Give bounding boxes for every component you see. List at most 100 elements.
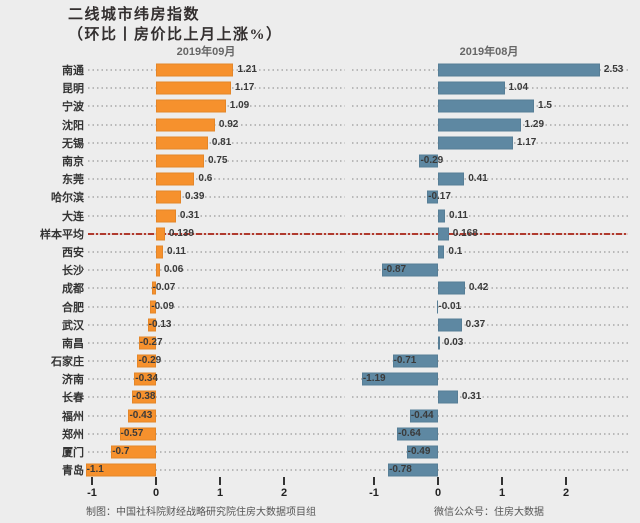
- value-bar: [156, 118, 215, 132]
- chart-row: 福州 -0.43 -0.44: [0, 407, 640, 425]
- dotted-leader-line: [88, 269, 345, 272]
- dotted-leader-line: [88, 305, 345, 308]
- chart-row: 宁波 1.09 1.5: [0, 97, 640, 115]
- category-label: 宁波: [62, 101, 84, 114]
- category-label: 昆明: [62, 83, 84, 96]
- category-label: 无锡: [62, 137, 84, 150]
- value-label: -0.71: [393, 355, 417, 367]
- chart-row: 青岛 -1.1 -0.78: [0, 461, 640, 479]
- value-bar: [438, 136, 513, 150]
- axis-tick-mark: [91, 477, 93, 485]
- value-bar: [438, 318, 462, 332]
- dotted-leader-line: [88, 414, 345, 417]
- chart-title-line1: 二线城市纬房指数: [68, 7, 201, 23]
- value-label: 0.39: [184, 191, 205, 203]
- value-label: -1.1: [86, 464, 104, 476]
- value-label: -0.38: [132, 391, 156, 403]
- chart-row: 无锡 0.81 1.17: [0, 134, 640, 152]
- value-bar: [156, 81, 231, 95]
- dotted-leader-line: [352, 414, 628, 417]
- chart-row: 成都 -0.07 0.42: [0, 279, 640, 297]
- value-bar: [111, 445, 156, 459]
- value-bar: [156, 227, 165, 241]
- axis-tick-label: 2: [562, 487, 570, 499]
- value-label: -0.43: [129, 409, 153, 421]
- chart-row: 济南 -0.34 -1.19: [0, 370, 640, 388]
- value-bar: [156, 154, 204, 168]
- dotted-leader-line: [88, 178, 345, 181]
- value-bar: [392, 354, 438, 368]
- category-label: 福州: [62, 410, 84, 423]
- dotted-leader-line: [352, 269, 628, 272]
- dotted-leader-line: [88, 341, 345, 344]
- dotted-leader-line: [88, 141, 345, 144]
- value-label: -0.44: [410, 409, 434, 421]
- value-bar: [131, 390, 156, 404]
- category-label: 长春: [62, 392, 84, 405]
- value-label: 0.31: [179, 209, 200, 221]
- axis-tick-label: 1: [498, 487, 506, 499]
- category-label: 南京: [62, 156, 84, 169]
- category-label: 石家庄: [51, 356, 84, 369]
- value-bar: [147, 318, 156, 332]
- dotted-leader-line: [352, 305, 628, 308]
- value-label: 1.21: [237, 64, 257, 76]
- value-bar: [438, 390, 458, 404]
- chart-row: 西安 0.11 0.1: [0, 243, 640, 261]
- value-bar: [156, 99, 226, 113]
- value-label: 0.11: [167, 245, 186, 257]
- dotted-leader-line: [352, 396, 628, 399]
- value-label: -0.29: [138, 355, 162, 367]
- value-bar: [156, 63, 234, 77]
- value-label: -0.64: [398, 427, 421, 439]
- panel-header-2019-09: 2019年09月: [176, 46, 236, 58]
- category-label: 样本平均: [40, 228, 84, 241]
- category-label: 武汉: [62, 319, 84, 332]
- value-label: 0.42: [468, 282, 489, 294]
- dotted-leader-line: [88, 250, 345, 253]
- dotted-leader-line: [352, 214, 628, 217]
- category-label: 哈尔滨: [51, 192, 84, 205]
- footer-wechat: 微信公众号：住房大数据: [434, 507, 544, 518]
- axis-tick-mark: [501, 477, 503, 485]
- value-label: 1.17: [234, 82, 255, 94]
- axis-tick-label: 1: [216, 487, 224, 499]
- chart-row: 哈尔滨 0.39 -0.17: [0, 188, 640, 206]
- category-label: 青岛: [62, 465, 84, 478]
- category-label: 济南: [62, 374, 84, 387]
- value-bar: [156, 190, 181, 204]
- dotted-leader-line: [88, 214, 345, 217]
- value-label: 0.37: [465, 318, 486, 330]
- dotted-leader-line: [88, 160, 345, 163]
- dotted-leader-line: [88, 196, 345, 199]
- dotted-leader-line: [352, 196, 628, 199]
- dotted-leader-line: [352, 323, 628, 326]
- dotted-leader-line: [352, 250, 628, 253]
- value-label: -0.09: [151, 300, 175, 312]
- value-bar: [156, 136, 208, 150]
- value-label: -0.34: [135, 373, 159, 385]
- value-bar: [438, 63, 600, 77]
- dotted-leader-line: [352, 469, 628, 472]
- panel-header-2019-08: 2019年08月: [459, 46, 519, 58]
- value-bar: [437, 300, 439, 314]
- value-label: 1.17: [516, 136, 537, 148]
- value-bar: [438, 118, 521, 132]
- category-label: 长沙: [62, 265, 84, 278]
- value-bar: [137, 354, 156, 368]
- chart-row: 合肥 -0.09 -0.01: [0, 297, 640, 315]
- value-bar: [150, 300, 156, 314]
- value-bar: [438, 172, 465, 186]
- value-label: 1.09: [229, 100, 250, 112]
- value-label: 1.29: [524, 118, 545, 130]
- value-bar: [85, 463, 156, 477]
- category-label: 郑州: [62, 428, 84, 441]
- value-label: -0.17: [428, 191, 451, 203]
- chart-row: 昆明 1.17 1.04: [0, 79, 640, 97]
- value-bar: [119, 427, 156, 441]
- value-bar: [438, 209, 446, 223]
- value-label: 0.75: [208, 155, 228, 167]
- chart-row: 厦门 -0.7 -0.49: [0, 443, 640, 461]
- dotted-leader-line: [88, 432, 345, 435]
- value-label: -0.27: [139, 336, 163, 348]
